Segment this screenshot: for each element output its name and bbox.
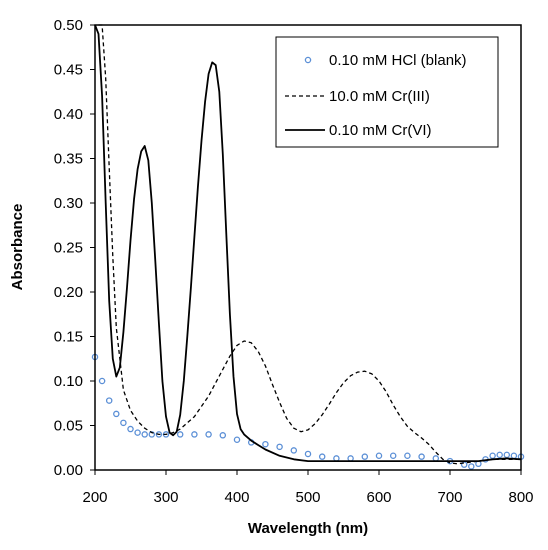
legend: 0.10 mM HCl (blank) 10.0 mM Cr(III) 0.10… — [275, 36, 499, 148]
data-point — [219, 432, 227, 439]
data-point — [318, 453, 326, 460]
data-series — [91, 24, 525, 470]
x-tick-label: 400 — [224, 489, 249, 506]
y-tick-label: 0.45 — [54, 62, 83, 79]
data-point — [205, 431, 212, 438]
data-point — [304, 450, 312, 458]
y-tick-label: 0.20 — [54, 284, 83, 301]
data-point — [460, 461, 468, 468]
data-point — [120, 419, 127, 427]
data-point — [233, 436, 241, 443]
y-tick-label: 0.30 — [54, 195, 83, 212]
data-point — [375, 452, 383, 460]
legend-label-cr3: 10.0 mM Cr(III) — [329, 88, 430, 105]
y-tick-label: 0.25 — [54, 240, 83, 257]
axis-ticks — [90, 24, 522, 475]
x-tick-label: 800 — [508, 489, 533, 506]
y-tick-label: 0.10 — [54, 373, 83, 390]
y-tick-label: 0.05 — [54, 418, 83, 435]
legend-box — [275, 36, 499, 148]
y-tick-label: 0.40 — [54, 106, 83, 123]
data-point — [148, 431, 156, 438]
data-point — [176, 431, 184, 438]
x-tick-label: 200 — [82, 489, 107, 506]
data-point — [489, 452, 496, 460]
data-point — [503, 451, 511, 459]
data-point — [290, 447, 298, 454]
x-tick-label: 500 — [295, 489, 320, 506]
data-point — [496, 451, 503, 459]
x-tick-label: 600 — [366, 489, 391, 506]
data-point — [134, 429, 141, 436]
data-point — [141, 431, 148, 438]
x-tick-labels: 200 300 400 500 600 700 800 — [82, 489, 533, 506]
data-point — [262, 440, 269, 448]
data-point — [127, 425, 134, 433]
legend-label-cr6: 0.10 mM Cr(VI) — [329, 122, 432, 139]
y-tick-label: 0.50 — [54, 17, 83, 34]
y-tick-labels: 0.00 0.05 0.10 0.15 0.20 0.25 0.30 0.35 0.40 0.45… — [54, 17, 83, 479]
data-point — [105, 397, 113, 404]
plot-frame — [94, 24, 522, 471]
data-point — [418, 453, 425, 460]
series-hcl-blank — [91, 353, 525, 470]
y-axis-title: Absorbance — [9, 204, 26, 291]
data-point — [468, 463, 475, 470]
x-tick-label: 700 — [437, 489, 462, 506]
series-cr3-line — [98, 24, 521, 465]
data-point — [155, 431, 163, 438]
data-point — [191, 431, 198, 438]
y-tick-label: 0.00 — [54, 462, 83, 479]
legend-marker-blank — [304, 56, 312, 64]
x-tick-label: 300 — [153, 489, 178, 506]
data-point — [113, 410, 120, 418]
legend-label-blank: 0.10 mM HCl (blank) — [329, 52, 467, 69]
data-point — [276, 443, 283, 451]
data-point — [404, 452, 411, 460]
data-point — [510, 452, 518, 460]
data-point — [389, 452, 397, 460]
series-cr6-line — [94, 24, 522, 463]
x-axis-title: Wavelength (nm) — [248, 520, 368, 537]
data-point — [98, 377, 106, 385]
y-tick-label: 0.35 — [54, 151, 83, 168]
data-point — [361, 453, 369, 460]
y-tick-label: 0.15 — [54, 329, 83, 346]
